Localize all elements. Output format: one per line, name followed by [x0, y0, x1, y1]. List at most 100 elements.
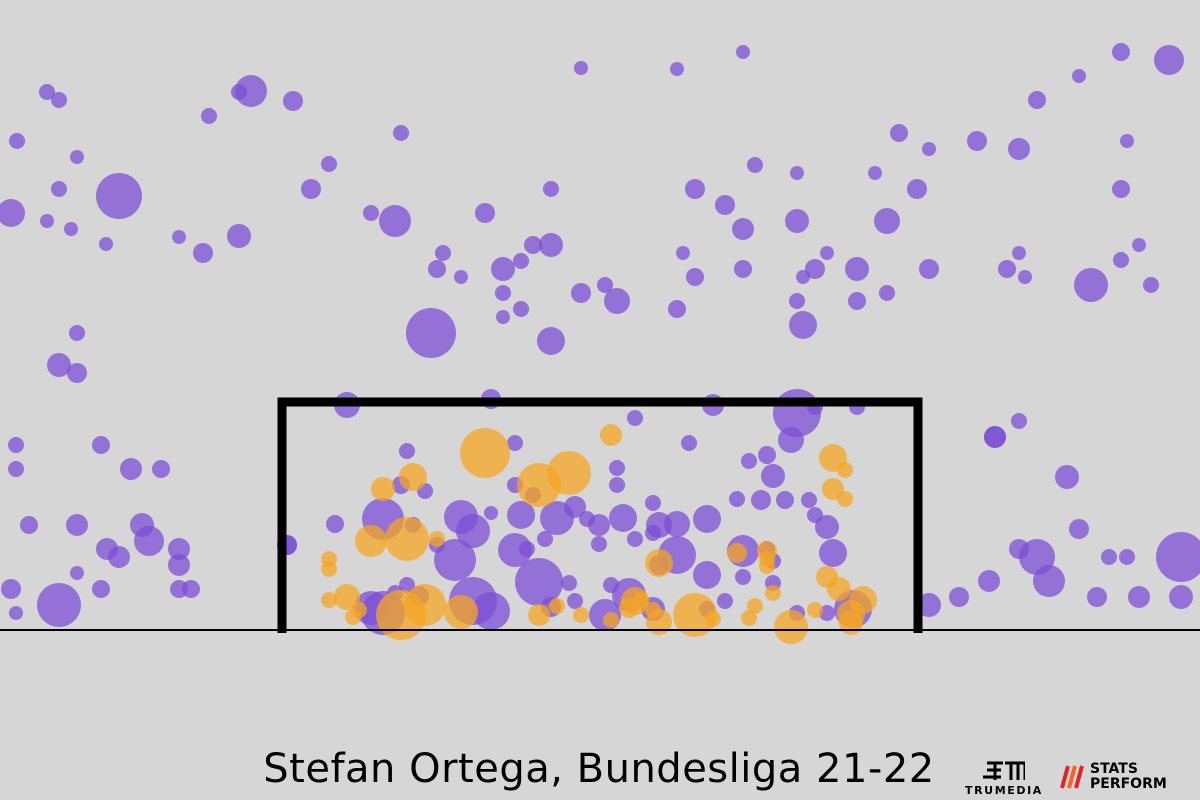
saved-shot-dot	[1018, 270, 1032, 284]
saved-shot-dot	[790, 166, 804, 180]
goal-shot-dot	[321, 592, 337, 608]
saved-shot-dot	[168, 538, 190, 560]
saved-shot-dot	[543, 181, 559, 197]
saved-shot-dot	[735, 569, 751, 585]
saved-shot-dot	[604, 288, 630, 314]
saved-shot-dot	[693, 561, 721, 589]
saved-shot-dot	[363, 205, 379, 221]
saved-shot-dot	[785, 209, 809, 233]
saved-shot-dot	[8, 461, 24, 477]
saved-shot-dot	[428, 260, 446, 278]
saved-shot-dot	[907, 179, 927, 199]
saved-shot-dot	[537, 327, 565, 355]
saved-shot-dot	[1132, 238, 1146, 252]
saved-shot-dot	[967, 131, 987, 151]
saved-shot-dot	[567, 593, 583, 609]
saved-shot-dot	[627, 410, 643, 426]
goal-shot-dot	[321, 561, 337, 577]
goal-shot-dot	[600, 424, 622, 446]
saved-shot-dot	[47, 353, 71, 377]
saved-shot-dot	[715, 195, 735, 215]
saved-shot-dot	[513, 253, 529, 269]
goal-shot-dot	[645, 549, 673, 577]
saved-shot-dot	[1112, 43, 1130, 61]
chart-title: Stefan Ortega, Bundesliga 21-22	[263, 746, 935, 792]
saved-shot-dot	[70, 566, 84, 580]
saved-shot-dot	[676, 246, 690, 260]
saved-shot-dot	[820, 246, 834, 260]
shot-dots-layer	[0, 43, 1200, 644]
saved-shot-dot	[919, 259, 939, 279]
saved-shot-dot	[1074, 268, 1108, 302]
saved-shot-dot	[1, 579, 21, 599]
saved-shot-dot	[778, 427, 804, 453]
saved-shot-dot	[1128, 586, 1150, 608]
saved-shot-dot	[321, 156, 337, 172]
saved-shot-dot	[949, 587, 969, 607]
saved-shot-dot	[40, 214, 54, 228]
saved-shot-dot	[201, 108, 217, 124]
saved-shot-dot	[609, 477, 625, 493]
saved-shot-dot	[120, 458, 142, 480]
saved-shot-dot	[379, 205, 411, 237]
goal-shot-dot	[759, 551, 775, 567]
goal-shot-dot	[837, 491, 853, 507]
saved-shot-dot	[435, 245, 451, 261]
goal-shot-dot	[774, 610, 808, 644]
saved-shot-dot	[1087, 587, 1107, 607]
saved-shot-dot	[393, 125, 409, 141]
saved-shot-dot	[64, 222, 78, 236]
saved-shot-dot	[597, 277, 613, 293]
saved-shot-dot	[807, 507, 823, 523]
saved-shot-dot	[998, 260, 1016, 278]
saved-shot-dot	[1143, 277, 1159, 293]
statsperform-mark-icon	[1060, 765, 1084, 789]
goal-shot-dot	[404, 584, 446, 626]
saved-shot-dot	[685, 179, 705, 199]
saved-shot-dot	[235, 75, 267, 107]
goal-shot-dot	[385, 517, 429, 561]
saved-shot-dot	[741, 453, 757, 469]
goal-shot-dot	[460, 428, 510, 478]
saved-shot-dot	[664, 511, 690, 537]
saved-shot-dot	[819, 605, 835, 621]
saved-shot-dot	[805, 259, 825, 279]
saved-shot-dot	[984, 426, 1006, 448]
saved-shot-dot	[513, 301, 529, 317]
goal-shot-dot	[727, 543, 747, 563]
trumedia-wordmark: TRUMEDIA	[965, 784, 1043, 797]
saved-shot-dot	[515, 558, 563, 606]
saved-shot-dot	[1156, 532, 1200, 582]
saved-shot-dot	[627, 531, 643, 547]
saved-shot-dot	[579, 511, 595, 527]
saved-shot-dot	[172, 230, 186, 244]
saved-shot-dot	[1033, 565, 1065, 597]
saved-shot-dot	[729, 491, 745, 507]
saved-shot-dot	[1011, 413, 1027, 429]
saved-shot-dot	[1055, 465, 1079, 489]
saved-shot-dot	[1154, 45, 1184, 75]
saved-shot-dot	[496, 310, 510, 324]
goal-shot-dot	[765, 585, 781, 601]
saved-shot-dot	[1072, 69, 1086, 83]
saved-shot-dot	[890, 124, 908, 142]
saved-shot-dot	[475, 203, 495, 223]
statsperform-logo: STATS PERFORM	[1060, 760, 1190, 800]
saved-shot-dot	[564, 496, 586, 518]
goal-shot-dot	[839, 611, 863, 635]
goal-shot-dot	[705, 611, 721, 627]
saved-shot-dot	[283, 91, 303, 111]
saved-shot-dot	[776, 491, 794, 509]
statsperform-wordmark: STATS PERFORM	[1090, 761, 1167, 792]
goal-shot-dot	[549, 598, 565, 614]
goal-shot-dot	[528, 604, 550, 626]
goal-shot-dot	[837, 462, 853, 478]
saved-shot-dot	[874, 208, 900, 234]
saved-shot-dot	[0, 199, 25, 227]
saved-shot-dot	[751, 490, 771, 510]
trumedia-logo: TRUMEDIA	[965, 760, 1055, 800]
saved-shot-dot	[789, 293, 805, 309]
saved-shot-dot	[67, 363, 87, 383]
saved-shot-dot	[609, 460, 625, 476]
